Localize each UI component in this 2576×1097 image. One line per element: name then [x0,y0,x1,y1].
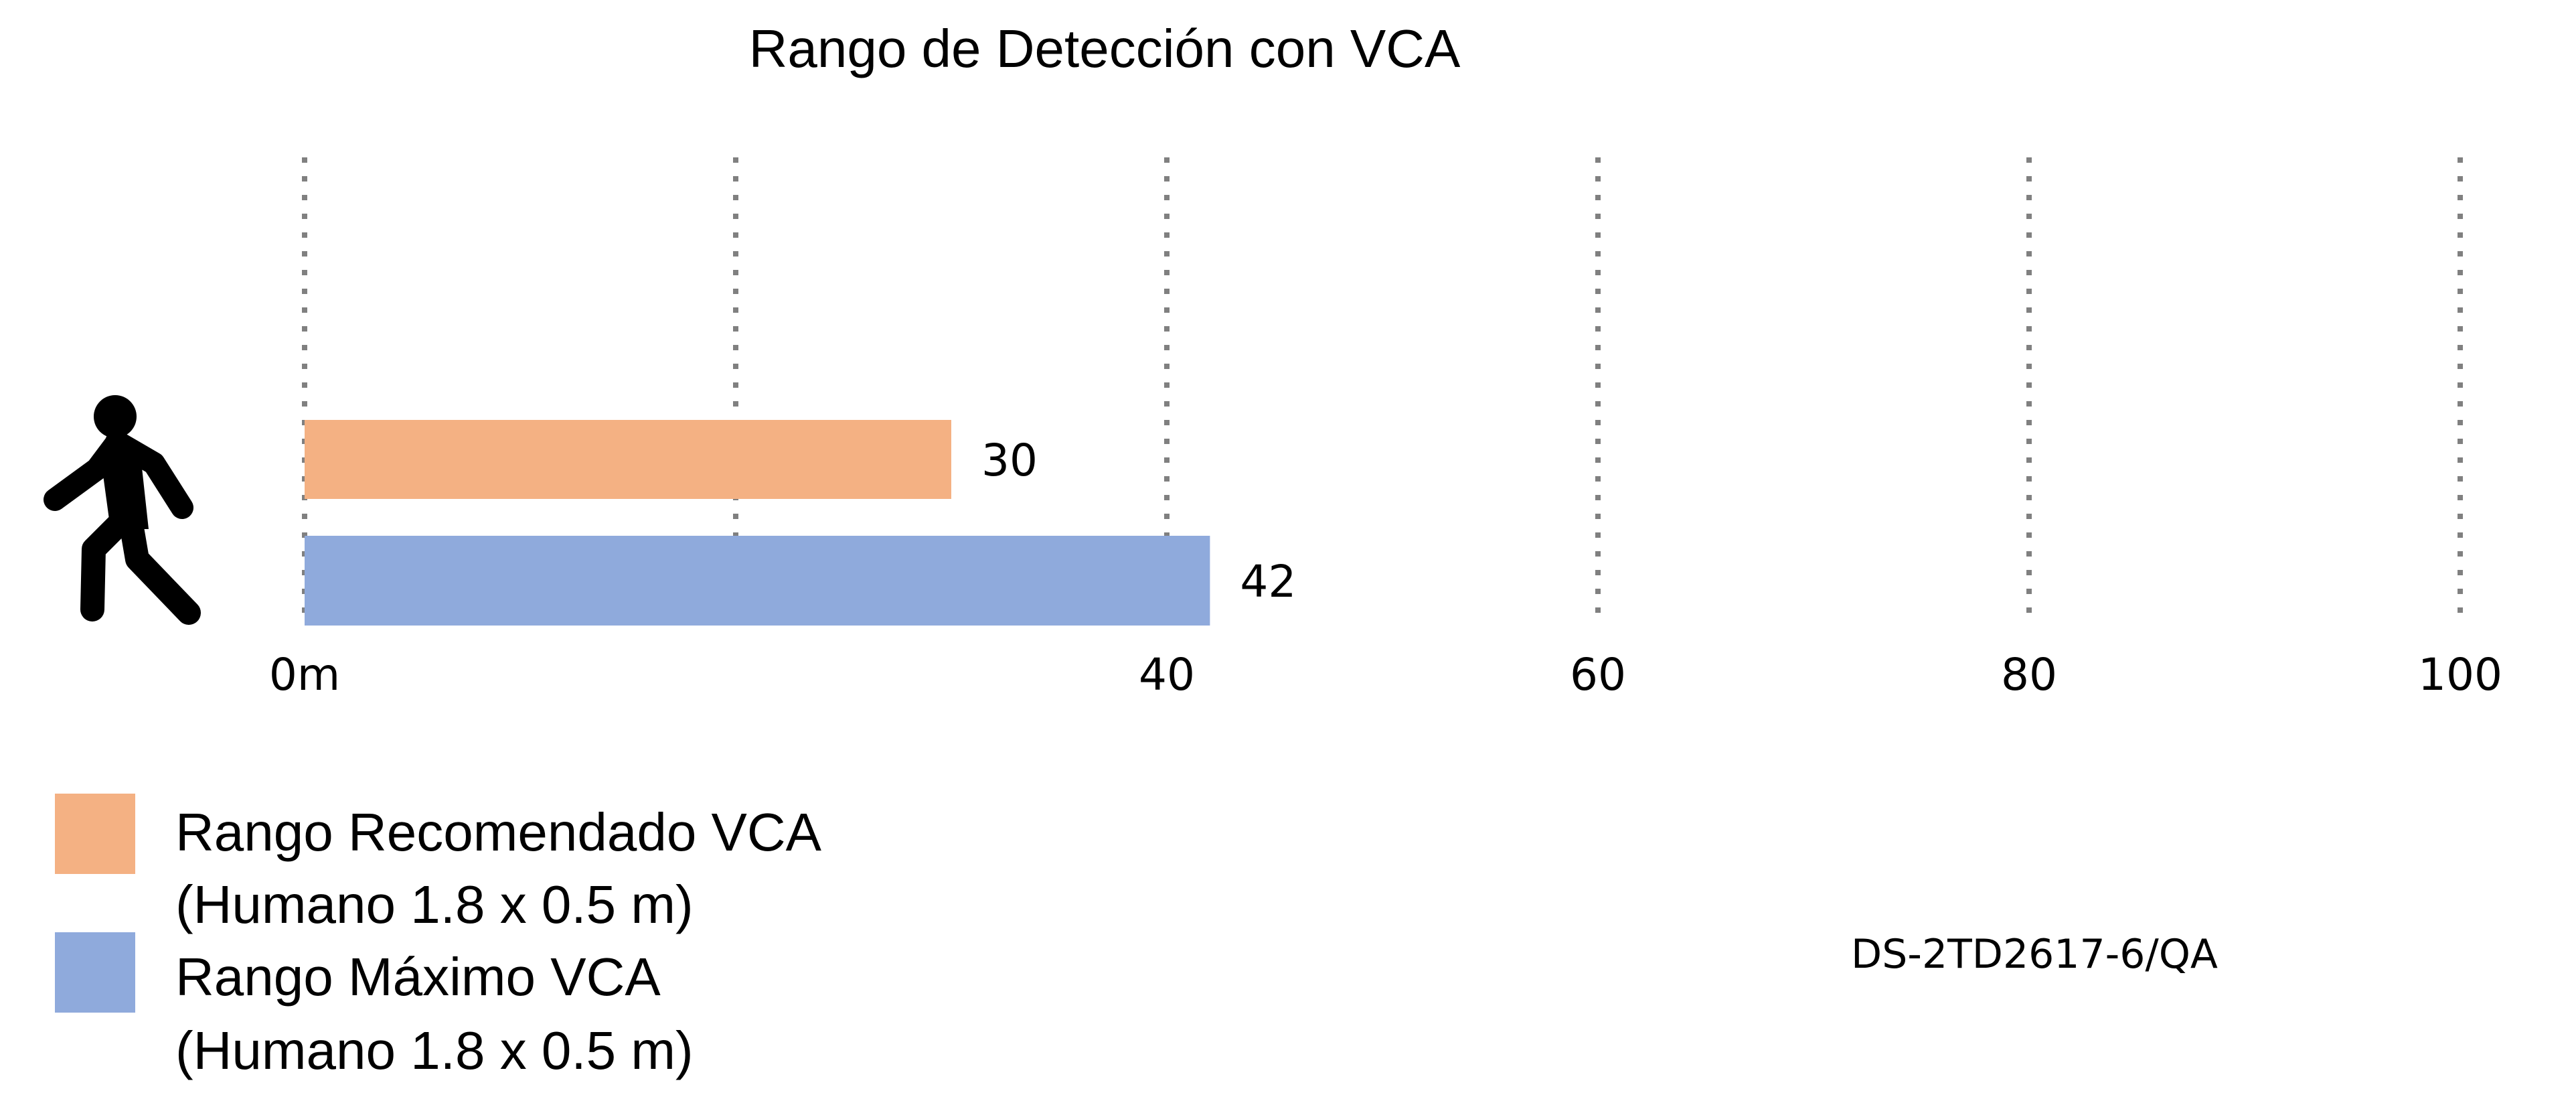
tick-label-60: 60 [1570,649,1626,701]
walking-person-icon [44,395,201,625]
tick-label-80: 80 [2001,649,2057,701]
grid-lines [302,157,2463,626]
legend-sublabel-maximum: (Humano 1.8 x 0.5 m) [175,1021,694,1080]
legend-label-maximum: Rango Máximo VCA [175,947,661,1007]
model-annotation: DS-2TD2617-6/QA [1851,931,2218,978]
legend-label-recommended: Rango Recomendado VCA [175,802,822,862]
x-axis-ticks: 0m 40 60 80 100 [269,649,2502,701]
legend: Rango Recomendado VCA (Humano 1.8 x 0.5 … [55,794,822,1080]
tick-label-100: 100 [2418,649,2502,701]
legend-swatch-recommended [55,794,135,874]
bars [305,420,1210,626]
legend-sublabel-recommended: (Humano 1.8 x 0.5 m) [175,875,694,934]
chart-title: Rango de Detección con VCA [749,19,1461,78]
bar-value-label-recommended: 30 [981,435,1038,486]
bar-recommended [305,420,951,499]
tick-label-40: 40 [1139,649,1195,701]
legend-swatch-maximum [55,932,135,1013]
tick-label-0: 0m [269,649,340,701]
bar-maximum [305,536,1210,626]
bar-value-label-maximum: 42 [1240,556,1296,607]
bar-value-labels: 30 42 [981,435,1296,607]
